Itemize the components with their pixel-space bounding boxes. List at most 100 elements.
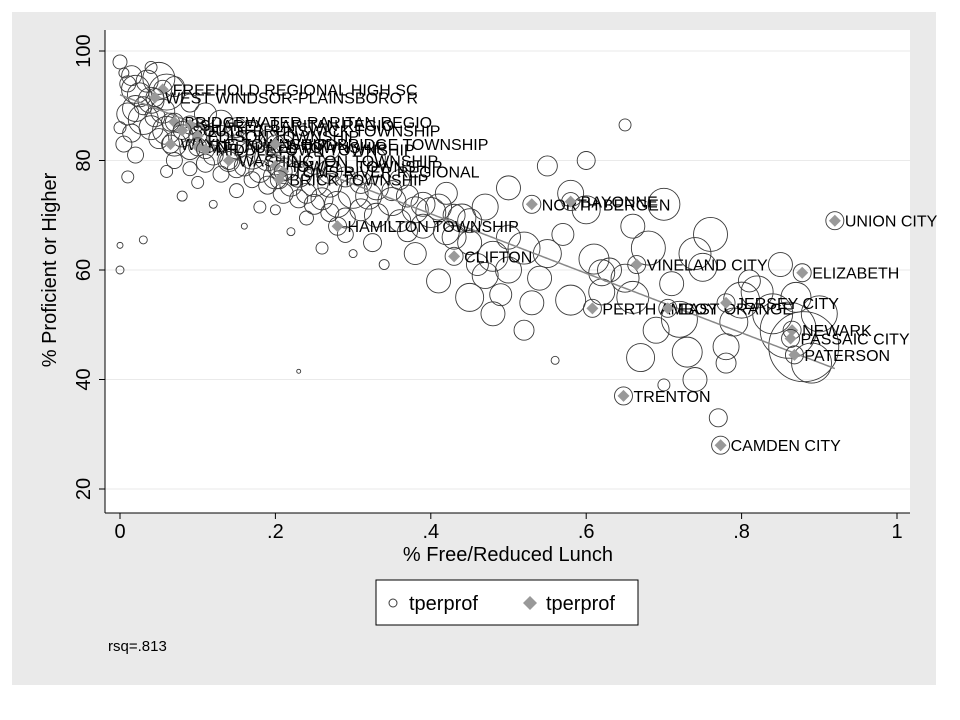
data-point-circle [618,118,632,132]
data-point-label: CLIFTON [464,249,532,266]
data-point-label: WAYNE TOWNSHIP [181,137,328,154]
data-point-circle [336,225,354,243]
data-point-circle [571,195,601,225]
data-point-circle [180,93,200,113]
data-point-circle [286,227,296,237]
data-point-diamond [796,266,809,279]
data-point-circle [522,194,542,214]
data-point-circle [240,121,264,145]
data-point-circle [471,193,499,221]
data-point-circle [688,252,718,282]
data-point-circle [270,134,296,160]
data-point-diamond [156,83,169,96]
data-point-circle [737,269,761,293]
data-point-circle [310,187,334,211]
data-point-circle [627,255,647,274]
data-point-circle [471,262,499,289]
data-point-circle [513,319,535,341]
data-point-circle [715,352,737,374]
data-point-circle [142,61,176,95]
data-point-circle [272,182,294,204]
data-point-label: HAMILTON TOWNSHIP [348,219,519,236]
data-point-circle [144,60,158,74]
y-axis-label: % Proficient or Higher [39,172,61,367]
data-point-circle [194,102,217,126]
data-point-circle [148,73,186,111]
data-point-circle [182,161,198,177]
data-point-circle [642,316,670,344]
data-point-circle [711,435,731,455]
data-point-diamond [661,302,674,315]
data-point-circle [355,182,383,210]
data-point-label: BRICK TOWNSHIP [289,173,428,190]
data-point-circle [682,367,708,392]
data-point-diamond [331,220,344,233]
data-point-circle [224,134,250,160]
data-point-circle [303,193,325,215]
data-point-circle [610,263,640,293]
data-point-circle [302,151,326,175]
data-point-circle [657,378,671,392]
data-point-circle [614,386,633,406]
data-point-circle [457,208,483,234]
data-point-circle [227,159,247,179]
data-point-circle [265,156,285,176]
data-point-circle [519,290,545,316]
data-point-circle [441,224,467,250]
data-point-circle [442,203,466,227]
data-point-circle [366,148,386,168]
data-point-circle [349,198,373,222]
data-point-circle [164,112,184,132]
data-point-circle [740,275,774,309]
data-point-circle [317,172,343,198]
data-point-diamond [788,348,801,361]
data-point-circle [150,98,176,124]
data-point-circle [784,345,804,365]
x-tick-label: 1 [891,521,902,543]
data-point-label: TOMS RIVER REGIONAL [293,164,480,181]
data-point-diamond [191,129,204,142]
data-point-circle [825,211,845,231]
legend-hollow-circle-icon [388,598,398,608]
data-point-circle [269,170,289,190]
y-tick-label: 40 [73,368,95,390]
data-point-circle [477,240,509,272]
data-point-circle [161,134,180,154]
data-point-circle [328,216,348,236]
data-point-circle [397,221,418,243]
x-tick-label: .4 [422,521,439,543]
plot-area [105,30,910,513]
x-tick-label: .2 [267,521,284,543]
x-tick-label: .6 [578,521,595,543]
data-point-circle [258,175,278,195]
data-point-diamond [564,195,577,208]
data-point-circle [226,117,248,139]
data-point-diamond [630,258,643,271]
data-point-circle [289,189,309,209]
data-point-circle [334,207,356,229]
data-point-circle [620,213,646,239]
data-point-diamond [586,302,599,315]
data-point-diamond [448,250,461,263]
data-point-circle [348,249,358,259]
rsq-note: rsq=.813 [108,638,167,655]
data-point-circle [447,203,477,233]
data-point-label: WASHINGTON TOWNSHIP [239,154,438,171]
data-point-circle [253,200,267,214]
data-point-label: BAYONNE [581,195,658,212]
data-point-diamond [828,214,841,227]
data-point-diamond [273,173,286,186]
data-point-circle [550,355,560,365]
data-point-circle [415,197,447,228]
data-point-label: NEWARK [802,323,872,340]
data-point-circle [233,155,255,177]
data-point-circle [279,173,303,197]
data-point-label: MIDDLETOWN TOWNSHIP [215,143,414,160]
data-point-circle [145,88,165,107]
data-point-circle [551,222,575,246]
data-point-circle [495,256,522,284]
data-point-circle [444,246,464,266]
data-point-diamond [183,118,196,131]
data-point-label: HOWELL TOWNSHIP [285,159,442,176]
